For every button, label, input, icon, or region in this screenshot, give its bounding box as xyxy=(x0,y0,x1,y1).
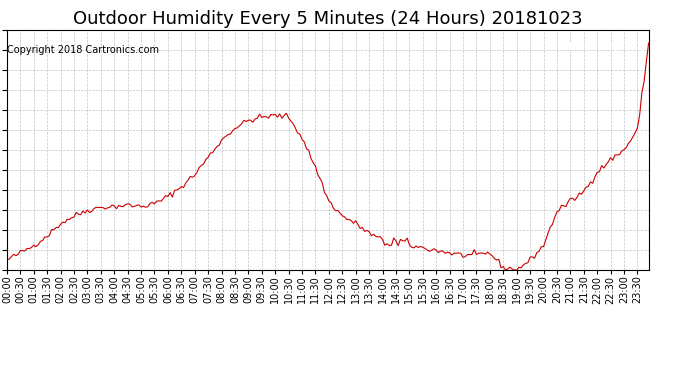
Title: Outdoor Humidity Every 5 Minutes (24 Hours) 20181023: Outdoor Humidity Every 5 Minutes (24 Hou… xyxy=(73,10,582,28)
Text: Copyright 2018 Cartronics.com: Copyright 2018 Cartronics.com xyxy=(7,45,159,55)
